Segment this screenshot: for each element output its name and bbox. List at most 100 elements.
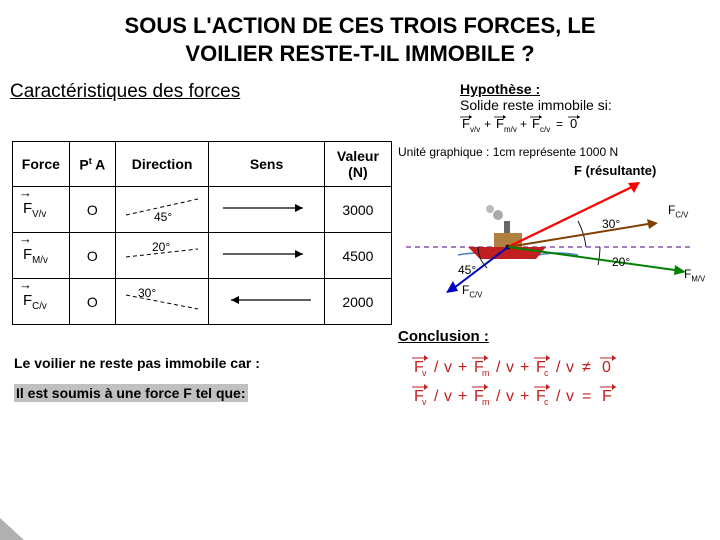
val-1: 4500 bbox=[324, 233, 391, 279]
svg-text:v: v bbox=[422, 368, 427, 378]
col-valeur: Valeur(N) bbox=[324, 142, 391, 187]
svg-text:+: + bbox=[520, 359, 529, 376]
svg-text:+: + bbox=[520, 117, 527, 131]
hypothesis-equation: F v/v + F m/v + F c/v = 0 bbox=[460, 113, 620, 135]
svg-text:=: = bbox=[556, 117, 563, 131]
svg-text:≠: ≠ bbox=[582, 359, 591, 376]
equation-2: Fv /v + Fm /v + Fc /v = F bbox=[410, 381, 700, 409]
svg-text:F: F bbox=[532, 116, 540, 131]
svg-text:/: / bbox=[556, 388, 561, 405]
svg-text:+: + bbox=[458, 388, 467, 405]
angle-45-label: 45° bbox=[458, 263, 476, 277]
label-fcv: FC/V bbox=[462, 283, 482, 299]
svg-text:c: c bbox=[544, 397, 549, 407]
label-fmn: FM/V bbox=[684, 267, 705, 283]
svg-text:v: v bbox=[566, 388, 574, 405]
conclusion-equations: Fv /v + Fm /v + Fc /v ≠ 0 Fv /v + bbox=[410, 351, 710, 410]
svg-text:c: c bbox=[544, 368, 549, 378]
svg-text:m: m bbox=[482, 397, 490, 407]
svg-text:/: / bbox=[556, 359, 561, 376]
arc-20 bbox=[598, 247, 600, 265]
conclusion-line2: Il est soumis à une force F tel que: bbox=[14, 384, 248, 402]
diagram-svg bbox=[398, 161, 698, 326]
force-mv: →FM/v bbox=[13, 233, 70, 279]
col-direction: Direction bbox=[115, 142, 208, 187]
sens-2 bbox=[209, 279, 324, 325]
label-fcn: FC/V bbox=[668, 203, 688, 219]
sens-1 bbox=[209, 233, 324, 279]
title-line1: SOUS L'ACTION DE CES TROIS FORCES, LE bbox=[125, 13, 596, 38]
conclusion-text: Le voilier ne reste pas immobile car : I… bbox=[14, 351, 400, 410]
svg-text:/: / bbox=[496, 359, 501, 376]
val-2: 2000 bbox=[324, 279, 391, 325]
conclusion-row: Le voilier ne reste pas immobile car : I… bbox=[0, 345, 720, 410]
dir-2: 30° bbox=[115, 279, 208, 325]
conclusion-label: Conclusion : bbox=[398, 328, 716, 345]
smoke-icon bbox=[493, 210, 503, 220]
svg-text:m/v: m/v bbox=[504, 125, 517, 134]
svg-text:0: 0 bbox=[602, 359, 611, 376]
forces-table: Force Pt A Direction Sens Valeur(N) →FV/… bbox=[12, 141, 392, 325]
val-0: 3000 bbox=[324, 187, 391, 233]
table-row: →FC/v O 30° 2000 bbox=[13, 279, 392, 325]
smoke-icon bbox=[486, 205, 494, 213]
main-content: Force Pt A Direction Sens Valeur(N) →FV/… bbox=[0, 135, 720, 345]
force-vv: →FV/v bbox=[13, 187, 70, 233]
svg-text:m: m bbox=[482, 368, 490, 378]
arrow-fmn bbox=[508, 247, 686, 275]
svg-text:F: F bbox=[462, 116, 470, 131]
pt-1: O bbox=[69, 233, 115, 279]
page-title: SOUS L'ACTION DE CES TROIS FORCES, LE VO… bbox=[0, 0, 720, 73]
label-resultante: F (résultante) bbox=[574, 163, 656, 178]
svg-text:v: v bbox=[422, 397, 427, 407]
svg-text:v: v bbox=[444, 359, 452, 376]
dir-1: 20° bbox=[115, 233, 208, 279]
title-line2: VOILIER RESTE-T-IL IMMOBILE ? bbox=[185, 41, 534, 66]
svg-text:v: v bbox=[566, 359, 574, 376]
svg-text:+: + bbox=[484, 117, 491, 131]
svg-text:v: v bbox=[444, 388, 452, 405]
svg-text:F: F bbox=[496, 116, 504, 131]
angle-30-label: 30° bbox=[602, 217, 620, 231]
svg-text:0: 0 bbox=[570, 116, 577, 131]
force-cv: →FC/v bbox=[13, 279, 70, 325]
pt-0: O bbox=[69, 187, 115, 233]
svg-text:45°: 45° bbox=[154, 210, 172, 223]
svg-text:v/v: v/v bbox=[470, 125, 480, 134]
dir-0: 45° bbox=[115, 187, 208, 233]
svg-text:v: v bbox=[506, 388, 514, 405]
table-row: →FM/v O 20° 4500 bbox=[13, 233, 392, 279]
boat-chimney bbox=[504, 221, 510, 233]
pt-2: O bbox=[69, 279, 115, 325]
hypothesis-text: Solide reste immobile si: bbox=[460, 97, 612, 113]
conclusion-line1: Le voilier ne reste pas immobile car : bbox=[14, 355, 260, 371]
svg-text:+: + bbox=[458, 359, 467, 376]
svg-text:v: v bbox=[506, 359, 514, 376]
equation-1: Fv /v + Fm /v + Fc /v ≠ 0 bbox=[410, 352, 700, 380]
hypothesis-label: Hypothèse : bbox=[460, 81, 540, 97]
right-column: Unité graphique : 1cm représente 1000 N bbox=[398, 141, 716, 345]
svg-text:/: / bbox=[496, 388, 501, 405]
hypothesis-block: Hypothèse : Solide reste immobile si: F … bbox=[450, 81, 710, 135]
svg-text:c/v: c/v bbox=[540, 125, 550, 134]
svg-text:/: / bbox=[434, 388, 439, 405]
forces-table-wrap: Force Pt A Direction Sens Valeur(N) →FV/… bbox=[12, 141, 392, 345]
svg-text:+: + bbox=[520, 388, 529, 405]
arrow-resultante bbox=[508, 182, 640, 247]
sens-0 bbox=[209, 187, 324, 233]
header-row: Caractéristiques des forces Hypothèse : … bbox=[0, 73, 720, 135]
svg-text:/: / bbox=[434, 359, 439, 376]
force-diagram: F (résultante) FC/V FM/V FC/V 45° 30° 20… bbox=[398, 161, 716, 326]
col-sens: Sens bbox=[209, 142, 324, 187]
table-row: →FV/v O 45° 3000 bbox=[13, 187, 392, 233]
col-force: Force bbox=[13, 142, 70, 187]
svg-text:=: = bbox=[582, 388, 591, 405]
table-header-row: Force Pt A Direction Sens Valeur(N) bbox=[13, 142, 392, 187]
svg-text:20°: 20° bbox=[152, 240, 170, 254]
unit-text: Unité graphique : 1cm représente 1000 N bbox=[398, 141, 716, 161]
col-pt: Pt A bbox=[69, 142, 115, 187]
angle-20-label: 20° bbox=[612, 255, 630, 269]
svg-text:F: F bbox=[602, 388, 612, 405]
corner-triangle-icon bbox=[0, 518, 24, 540]
subtitle: Caractéristiques des forces bbox=[10, 81, 450, 135]
